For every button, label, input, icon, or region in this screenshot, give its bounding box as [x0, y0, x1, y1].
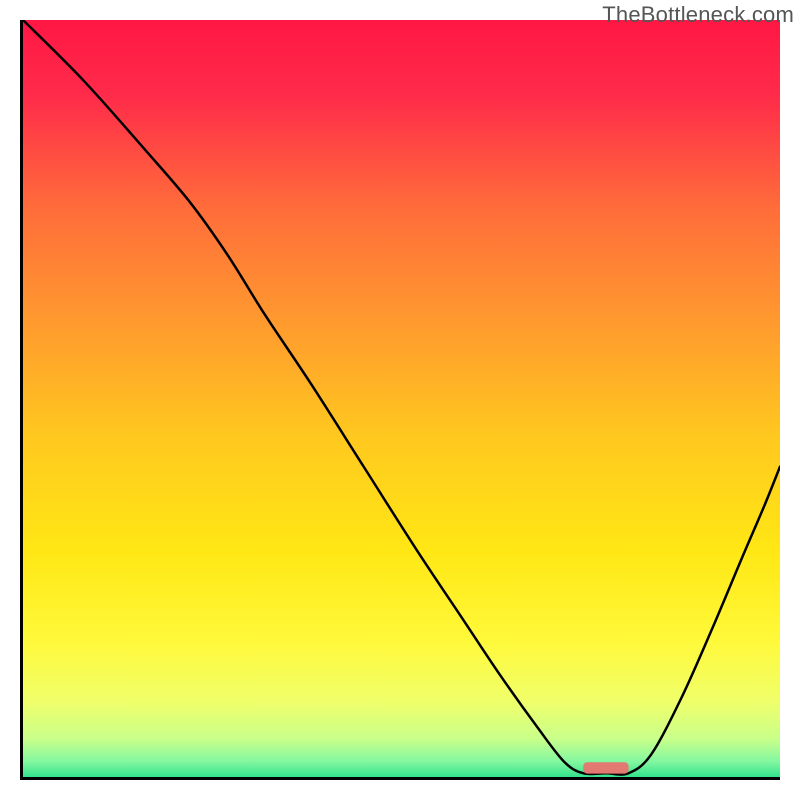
chart-overlay [23, 20, 780, 777]
chart-container: TheBottleneck.com [0, 0, 800, 800]
plot-area [20, 20, 780, 780]
minimum-marker [583, 762, 628, 773]
curve-line [23, 20, 780, 775]
watermark-text: TheBottleneck.com [602, 2, 794, 28]
